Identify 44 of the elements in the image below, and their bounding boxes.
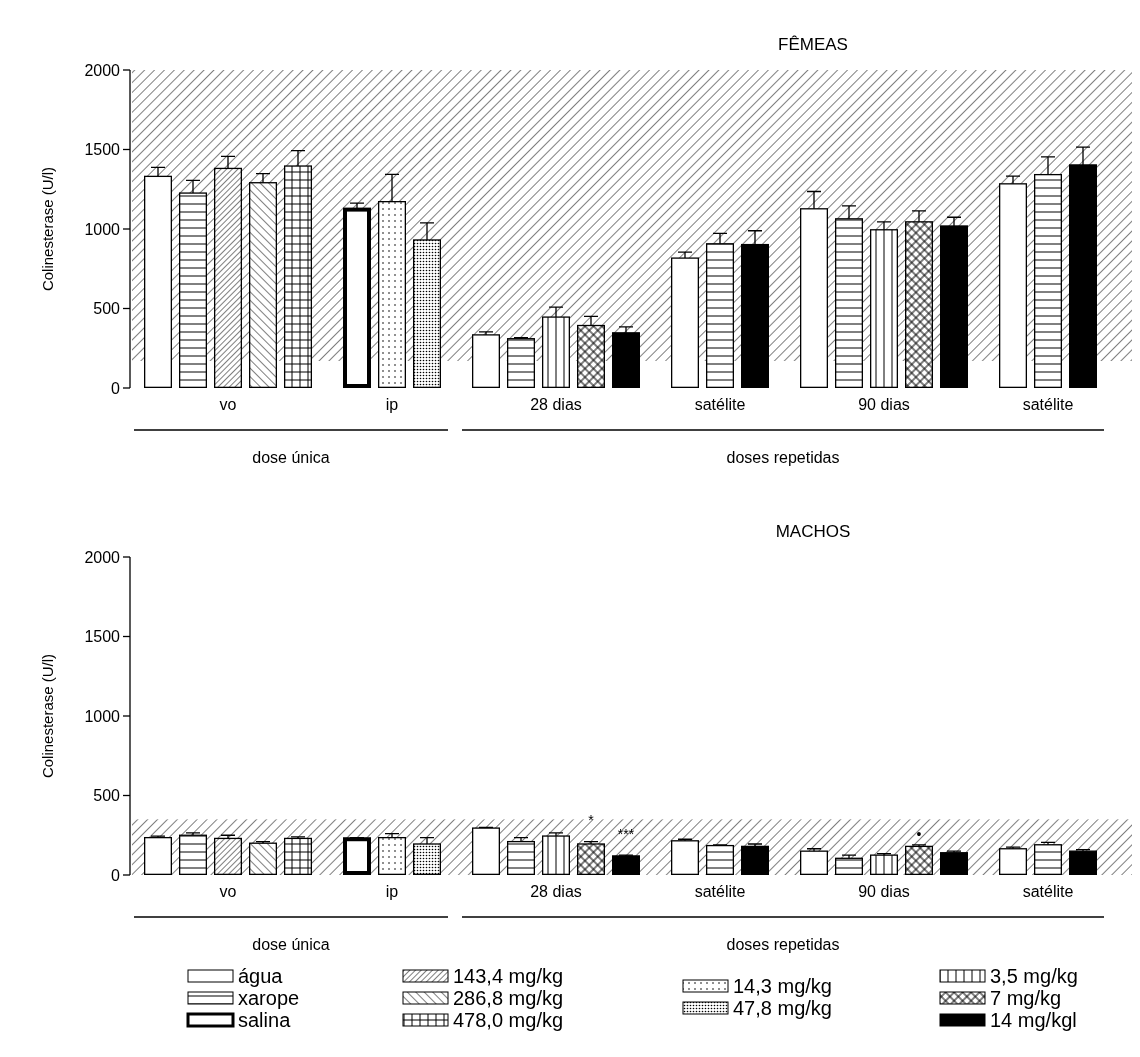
annotation: •: [916, 826, 922, 842]
legend-label: água: [238, 965, 284, 987]
x-tick-label: 90 dias: [858, 883, 910, 900]
y-tick-label: 1500: [84, 141, 121, 159]
x-tick-label: 90 dias: [858, 396, 910, 413]
annotation: *: [588, 812, 595, 828]
x-tick-label: vo: [219, 883, 237, 900]
text: dose única: [252, 449, 330, 466]
text: doses repetidas: [726, 449, 840, 466]
y-tick-label: 500: [93, 300, 121, 318]
chart-title: MACHOS: [775, 522, 851, 541]
annotation: ***: [617, 826, 635, 842]
x-tick-label: satélite: [694, 396, 746, 413]
y-tick-label: 2000: [84, 61, 121, 79]
y-tick-label: 0: [111, 866, 121, 884]
legend-label: 286,8 mg/kg: [453, 987, 564, 1009]
y-axis-title: Colinesterase (U/l): [39, 166, 56, 292]
x-tick-label: 28 dias: [530, 883, 582, 900]
legend-label: 14,3 mg/kg: [733, 975, 832, 997]
legend-label: salina: [238, 1009, 292, 1031]
legend-label: 478,0 mg/kg: [453, 1009, 564, 1031]
y-tick-label: 2000: [84, 548, 121, 566]
y-tick-label: 1000: [84, 220, 121, 238]
text: doses repetidas: [726, 936, 840, 953]
legend-label: xarope: [238, 987, 300, 1009]
legend-label: 14 mg/kgl: [990, 1009, 1077, 1031]
y-tick-label: 1500: [84, 628, 121, 646]
y-tick-label: 500: [93, 787, 121, 805]
x-tick-label: 28 dias: [530, 396, 582, 413]
x-tick-label: ip: [385, 396, 399, 413]
x-tick-label: satélite: [1022, 396, 1074, 413]
legend-label: 3,5 mg/kg: [990, 965, 1078, 987]
x-tick-label: ip: [385, 883, 399, 900]
x-tick-label: vo: [219, 396, 237, 413]
legend-label: 7 mg/kg: [990, 987, 1062, 1009]
y-tick-label: 0: [111, 379, 121, 397]
legend-label: 47,8 mg/kg: [733, 997, 832, 1019]
text: dose única: [252, 936, 330, 953]
y-tick-label: 1000: [84, 707, 121, 725]
y-axis-title: Colinesterase (U/l): [39, 653, 56, 779]
legend-label: 143,4 mg/kg: [453, 965, 564, 987]
x-tick-label: satélite: [1022, 883, 1074, 900]
chart-title: FÊMEAS: [778, 35, 848, 54]
x-tick-label: satélite: [694, 883, 746, 900]
